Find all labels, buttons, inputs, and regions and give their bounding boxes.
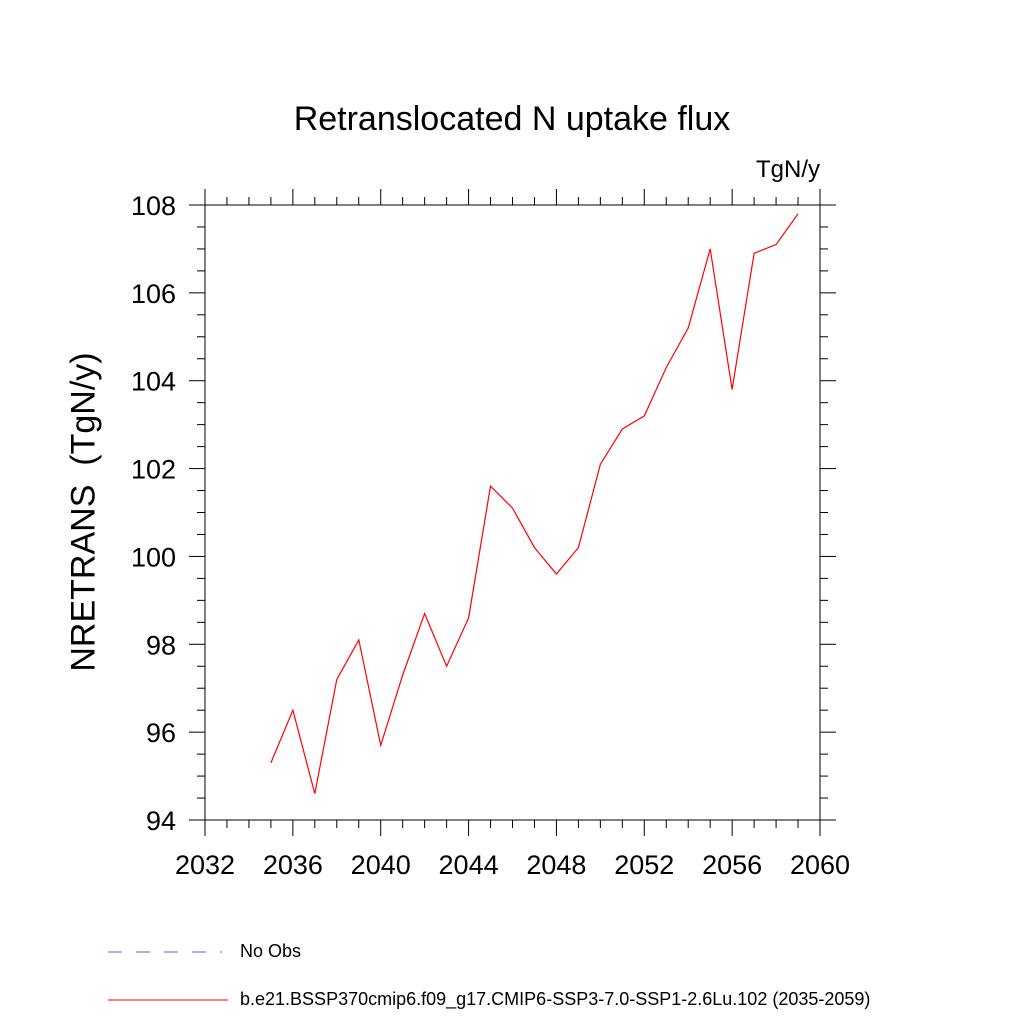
y-tick-label: 104 xyxy=(131,367,176,397)
x-tick-label: 2056 xyxy=(702,850,762,880)
y-tick-label: 106 xyxy=(131,279,176,309)
y-tick-label: 94 xyxy=(146,806,176,836)
x-tick-label: 2032 xyxy=(175,850,235,880)
x-tick-label: 2060 xyxy=(790,850,850,880)
series-line xyxy=(270,213,799,794)
y-tick-label: 98 xyxy=(146,630,176,660)
x-tick-label: 2048 xyxy=(526,850,586,880)
x-tick-label: 2040 xyxy=(351,850,411,880)
x-tick-label: 2052 xyxy=(614,850,674,880)
legend-label-obs: No Obs xyxy=(240,941,302,961)
chart-title: Retranslocated N uptake flux xyxy=(293,100,731,138)
x-tick-label: 2044 xyxy=(439,850,499,880)
units-label: TgN/y xyxy=(755,156,820,183)
x-tick-label: 2036 xyxy=(263,850,323,880)
y-tick-label: 102 xyxy=(131,455,176,485)
y-tick-label: 100 xyxy=(131,542,176,572)
legend-layer xyxy=(108,951,228,1001)
y-tick-label: 96 xyxy=(146,718,176,748)
y-tick-label: 108 xyxy=(131,191,176,221)
legend-label-model: b.e21.BSSP370cmip6.f09_g17.CMIP6-SSP3-7.… xyxy=(240,989,871,1009)
series-layer xyxy=(270,213,799,794)
axes-layer: 2032 2036 2040 2044 2048 2052 2056 2060 94 96 98 10… xyxy=(131,189,850,880)
